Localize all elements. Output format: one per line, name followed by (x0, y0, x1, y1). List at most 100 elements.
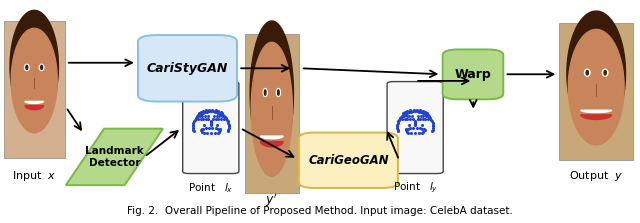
Point (428, 126, 438, 130)
Point (204, 126, 214, 130)
Point (406, 131, 416, 135)
Point (205, 123, 216, 126)
Point (201, 108, 211, 112)
Text: Fig. 2.  Overall Pipeline of Proposed Method. Input image: CelebA dataset.: Fig. 2. Overall Pipeline of Proposed Met… (127, 206, 513, 216)
Point (425, 116, 435, 120)
Polygon shape (581, 115, 612, 120)
Point (419, 130, 429, 134)
Point (200, 115, 210, 118)
Point (213, 131, 223, 134)
Point (202, 115, 212, 118)
Point (216, 115, 227, 118)
Point (189, 129, 199, 133)
Point (393, 121, 403, 125)
Point (395, 116, 405, 120)
Polygon shape (276, 89, 280, 97)
Point (198, 117, 208, 121)
Polygon shape (584, 69, 590, 76)
Point (213, 127, 223, 131)
Point (202, 110, 212, 114)
Point (207, 126, 218, 130)
Point (397, 113, 408, 116)
Point (198, 111, 208, 115)
Point (405, 127, 415, 130)
Point (405, 117, 415, 121)
Point (392, 128, 403, 131)
Point (205, 119, 216, 123)
Point (422, 113, 433, 116)
Point (397, 117, 408, 121)
Point (200, 110, 210, 114)
Point (214, 130, 224, 134)
Point (418, 111, 428, 115)
Point (428, 124, 438, 128)
Text: CariGeoGAN: CariGeoGAN (308, 154, 388, 167)
Point (412, 108, 422, 112)
Point (410, 122, 420, 126)
Point (428, 121, 438, 125)
Polygon shape (251, 42, 292, 176)
Point (211, 127, 221, 130)
Point (211, 115, 221, 118)
Point (221, 118, 232, 122)
Point (410, 121, 420, 125)
Point (397, 115, 407, 118)
Point (196, 128, 207, 131)
Polygon shape (581, 110, 612, 113)
Point (223, 126, 234, 130)
Point (210, 110, 220, 114)
Point (398, 111, 408, 115)
Point (392, 123, 403, 126)
Point (199, 123, 209, 126)
Point (408, 110, 419, 113)
Polygon shape (604, 70, 606, 75)
Point (420, 110, 430, 114)
FancyBboxPatch shape (559, 23, 633, 160)
Point (193, 113, 204, 116)
Point (422, 114, 433, 118)
Point (194, 111, 204, 115)
Polygon shape (26, 65, 28, 70)
Point (207, 110, 218, 113)
Point (417, 127, 428, 131)
Polygon shape (260, 136, 283, 139)
Point (198, 109, 208, 113)
Point (195, 113, 205, 116)
Point (210, 131, 220, 135)
Point (215, 128, 225, 132)
Point (404, 123, 414, 126)
Point (207, 108, 218, 112)
Text: Point   $l_x$: Point $l_x$ (188, 181, 234, 195)
Point (419, 112, 429, 116)
Point (191, 116, 201, 120)
Polygon shape (260, 141, 283, 147)
Point (403, 111, 413, 115)
Point (403, 117, 413, 121)
Point (220, 115, 230, 119)
Point (223, 123, 234, 126)
Point (188, 124, 198, 128)
Point (402, 115, 412, 118)
Point (410, 123, 420, 126)
Point (188, 128, 198, 131)
Point (203, 117, 213, 121)
Text: Input  $x$: Input $x$ (12, 169, 56, 183)
Point (196, 128, 206, 132)
Point (408, 117, 418, 121)
FancyBboxPatch shape (244, 34, 299, 194)
Point (410, 110, 420, 113)
Point (223, 121, 234, 125)
Point (400, 117, 410, 121)
Point (205, 110, 216, 113)
Point (213, 109, 223, 113)
Point (428, 128, 438, 131)
Point (188, 126, 198, 130)
Point (403, 127, 413, 131)
Point (410, 120, 420, 124)
Point (205, 131, 216, 135)
Point (197, 115, 207, 118)
Point (205, 120, 216, 124)
Point (404, 115, 415, 118)
Point (205, 122, 216, 126)
Point (198, 127, 209, 131)
